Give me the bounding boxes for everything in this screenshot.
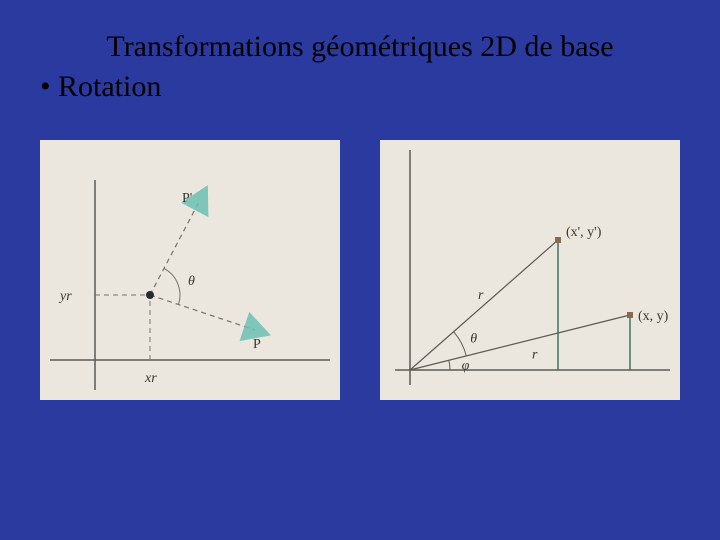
svg-text:r: r (532, 348, 538, 363)
diagram-right: r r θφ (x, y) (x', y') (380, 140, 680, 400)
svg-right: r r θφ (x, y) (x', y') (380, 140, 680, 400)
svg-left: θ P P' yr xr (40, 140, 340, 400)
slide-title: Transformations géométriques 2D de base (0, 30, 720, 64)
svg-text:φ: φ (462, 359, 470, 374)
diagram-left: θ P P' yr xr (40, 140, 340, 400)
svg-text:P': P' (182, 191, 192, 206)
svg-text:yr: yr (58, 289, 72, 304)
slide-subtitle: • Rotation (40, 70, 161, 104)
svg-text:r: r (478, 288, 484, 303)
svg-text:θ: θ (188, 274, 195, 289)
svg-text:(x', y'): (x', y') (566, 225, 602, 240)
svg-text:xr: xr (144, 371, 157, 386)
svg-text:θ: θ (470, 331, 477, 346)
svg-text:P: P (253, 337, 261, 352)
svg-text:(x, y): (x, y) (638, 309, 669, 324)
slide: Transformations géométriques 2D de base … (0, 0, 720, 540)
